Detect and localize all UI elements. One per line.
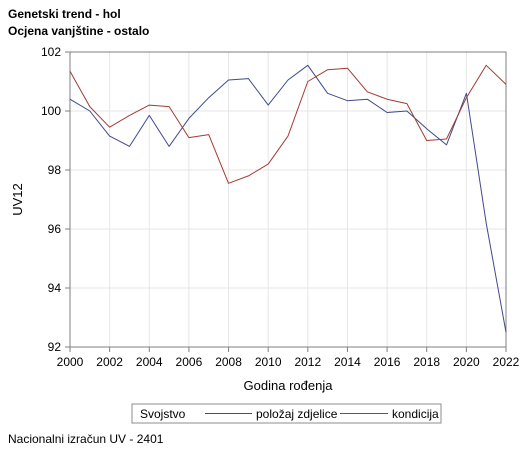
y-tick-label: 102 bbox=[41, 45, 61, 59]
trend-line-chart: 2000 2002 2004 2006 2008 2010 2012 2014 2016 2018… bbox=[10, 45, 520, 424]
footnote: Nacionalni izračun UV - 2401 bbox=[8, 432, 164, 446]
x-tick-label: 2018 bbox=[413, 355, 440, 369]
y-tick-label: 100 bbox=[41, 104, 61, 118]
x-tick-label: 2008 bbox=[215, 355, 242, 369]
gridlines bbox=[69, 51, 507, 348]
y-tick-label: 96 bbox=[48, 222, 62, 236]
x-tick-label: 2022 bbox=[493, 355, 520, 369]
x-tick-label: 2000 bbox=[57, 355, 84, 369]
legend: Svojstvo položaj zdjelice kondicija bbox=[131, 403, 442, 424]
y-tick-label: 94 bbox=[48, 281, 62, 295]
x-axis-ticks: 2000 2002 2004 2006 2008 2010 2012 2014 2016 2018… bbox=[57, 347, 520, 369]
x-tick-label: 2020 bbox=[453, 355, 480, 369]
chart-subtitle: Ocjena vanjštine - ostalo bbox=[8, 24, 150, 38]
legend-label-polozaj-zdjelice: položaj zdjelice bbox=[256, 407, 338, 421]
series-line-kondicija bbox=[69, 64, 507, 184]
series-line-polozaj-zdjelice bbox=[69, 64, 507, 333]
chart-title: Genetski trend - hol bbox=[8, 7, 121, 21]
series-lines bbox=[69, 64, 507, 333]
x-tick-label: 2002 bbox=[96, 355, 123, 369]
x-tick-label: 2010 bbox=[255, 355, 282, 369]
x-tick-label: 2016 bbox=[374, 355, 401, 369]
x-tick-label: 2014 bbox=[334, 355, 361, 369]
legend-label-kondicija: kondicija bbox=[392, 407, 439, 421]
x-axis-title: Godina rođenja bbox=[244, 378, 334, 393]
x-tick-label: 2012 bbox=[294, 355, 321, 369]
legend-box bbox=[131, 403, 442, 424]
legend-title: Svojstvo bbox=[140, 407, 186, 421]
y-axis-title: UV12 bbox=[10, 183, 25, 216]
y-tick-label: 98 bbox=[48, 163, 62, 177]
plot-frame bbox=[69, 51, 507, 348]
x-tick-label: 2004 bbox=[136, 355, 163, 369]
y-axis-ticks: 92 94 96 98 100 102 bbox=[41, 45, 70, 354]
x-tick-label: 2006 bbox=[176, 355, 203, 369]
y-tick-label: 92 bbox=[48, 340, 62, 354]
